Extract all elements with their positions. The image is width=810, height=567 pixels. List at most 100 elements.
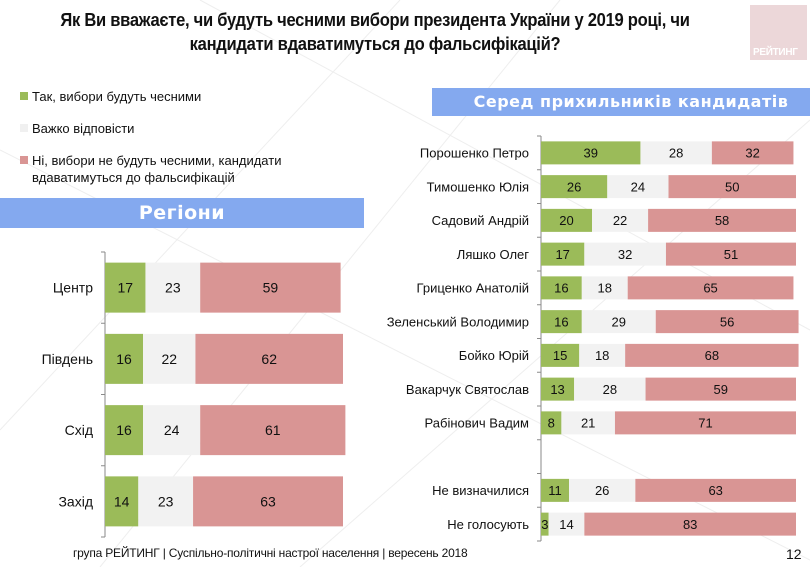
data-label-hard-to-say: 24 xyxy=(631,179,645,194)
bar-segment-no xyxy=(635,478,796,502)
legend-item-yes: Так, вибори будуть чесними xyxy=(20,88,201,105)
bar-segment-no xyxy=(614,411,796,435)
bar-segment-no xyxy=(668,175,796,199)
legend-swatch-no xyxy=(20,156,28,164)
bar-segment-yes xyxy=(541,276,582,300)
data-label-yes: 17 xyxy=(117,280,133,296)
category-label: Ляшко Олег xyxy=(457,247,529,262)
data-label-no: 62 xyxy=(261,351,277,367)
bar-segment-hard-to-say xyxy=(143,405,201,456)
bar-segment-no xyxy=(195,333,343,384)
data-label-yes: 3 xyxy=(541,517,548,532)
bar-segment-hard-to-say xyxy=(607,175,669,199)
category-label: Зеленський Володимир xyxy=(387,314,529,329)
data-label-hard-to-say: 22 xyxy=(161,351,177,367)
data-label-no: 83 xyxy=(683,517,697,532)
data-label-yes: 15 xyxy=(553,348,567,363)
data-label-no: 58 xyxy=(715,213,729,228)
legend-item-no: Ні, вибори не будуть чесними, кандидати … xyxy=(20,152,360,186)
page-number: 12 xyxy=(786,546,802,562)
category-label: Центр xyxy=(53,280,93,296)
bar-segment-hard-to-say xyxy=(145,262,201,313)
bar-segment-hard-to-say xyxy=(592,208,649,232)
category-label: Садовий Андрій xyxy=(432,213,529,228)
bar-segment-yes xyxy=(541,208,592,232)
bar-segment-hard-to-say xyxy=(138,476,194,527)
bar-segment-no xyxy=(200,262,341,313)
data-label-no: 65 xyxy=(703,281,717,296)
bar-segment-no xyxy=(648,208,796,232)
data-label-hard-to-say: 28 xyxy=(603,382,617,397)
bar-segment-yes xyxy=(105,405,144,456)
data-label-no: 68 xyxy=(705,348,719,363)
bar-segment-yes xyxy=(541,377,575,401)
data-label-yes: 17 xyxy=(555,247,569,262)
data-label-no: 56 xyxy=(720,314,734,329)
data-label-no: 63 xyxy=(708,483,722,498)
data-label-hard-to-say: 18 xyxy=(595,348,609,363)
category-label: Гриценко Анатолій xyxy=(417,281,529,296)
legend-label-hard-to-say: Важко відповісти xyxy=(32,121,135,136)
data-label-yes: 16 xyxy=(116,422,132,438)
category-label: Тимошенко Юлія xyxy=(427,179,529,194)
supporters-banner: Серед прихильників кандидатів xyxy=(432,88,810,116)
bar-segment-hard-to-say xyxy=(579,343,626,367)
bar-segment-hard-to-say xyxy=(569,478,636,502)
data-label-hard-to-say: 32 xyxy=(618,247,632,262)
data-label-hard-to-say: 24 xyxy=(164,422,180,438)
page-title: Як Ви вважаєте, чи будуть чесними вибори… xyxy=(60,10,690,54)
bar-segment-yes xyxy=(541,478,570,502)
data-label-hard-to-say: 18 xyxy=(598,281,612,296)
data-label-no: 32 xyxy=(745,146,759,161)
data-label-yes: 16 xyxy=(116,351,132,367)
data-label-hard-to-say: 28 xyxy=(669,146,683,161)
bar-segment-yes xyxy=(541,141,641,165)
legend-label-yes: Так, вибори будуть чесними xyxy=(32,89,202,104)
data-label-no: 61 xyxy=(265,422,281,438)
data-label-yes: 16 xyxy=(554,314,568,329)
bar-segment-yes xyxy=(541,343,580,367)
bar-segment-hard-to-say xyxy=(640,141,712,165)
bar-segment-hard-to-say xyxy=(143,333,196,384)
data-label-yes: 8 xyxy=(548,416,555,431)
bar-segment-yes xyxy=(541,512,549,536)
data-label-yes: 20 xyxy=(559,213,573,228)
data-label-no: 59 xyxy=(714,382,728,397)
rating-logo: РЕЙТИНГ xyxy=(750,5,807,60)
legend-label-no: Ні, вибори не будуть чесними, кандидати … xyxy=(32,153,282,185)
data-label-yes: 13 xyxy=(550,382,564,397)
bar-segment-yes xyxy=(105,262,146,313)
category-label: Не голосують xyxy=(447,517,529,532)
data-label-no: 50 xyxy=(725,179,739,194)
category-label: Вакарчук Святослав xyxy=(406,382,529,397)
data-label-hard-to-say: 26 xyxy=(595,483,609,498)
category-label: Порошенко Петро xyxy=(420,146,529,161)
data-label-yes: 39 xyxy=(583,146,597,161)
bar-segment-no xyxy=(655,310,799,334)
data-label-yes: 16 xyxy=(554,281,568,296)
footer-text: група РЕЙТИНГ | Суспільно-політичні наст… xyxy=(73,546,468,560)
legend-swatch-yes xyxy=(20,92,28,100)
bar-segment-no xyxy=(711,141,794,165)
data-label-no: 59 xyxy=(263,280,279,296)
bar-segment-yes xyxy=(541,175,608,199)
bar-segment-hard-to-say xyxy=(574,377,646,401)
category-label: Схід xyxy=(65,422,93,438)
bar-segment-no xyxy=(193,476,343,527)
category-label: Південь xyxy=(42,351,93,367)
bar-segment-no xyxy=(625,343,799,367)
data-label-hard-to-say: 23 xyxy=(165,280,181,296)
bar-segment-no xyxy=(627,276,794,300)
logo-text: РЕЙТИНГ xyxy=(753,47,798,58)
bar-segment-hard-to-say xyxy=(561,411,615,435)
bar-segment-yes xyxy=(541,242,585,266)
data-label-hard-to-say: 22 xyxy=(613,213,627,228)
bar-segment-yes xyxy=(541,411,562,435)
data-label-yes: 26 xyxy=(567,179,581,194)
data-label-hard-to-say: 29 xyxy=(612,314,626,329)
category-label: Рабінович Вадим xyxy=(425,416,530,431)
bar-segment-no xyxy=(645,377,796,401)
bar-segment-yes xyxy=(105,476,139,527)
bar-segment-no xyxy=(584,512,796,536)
bar-segment-hard-to-say xyxy=(581,276,628,300)
